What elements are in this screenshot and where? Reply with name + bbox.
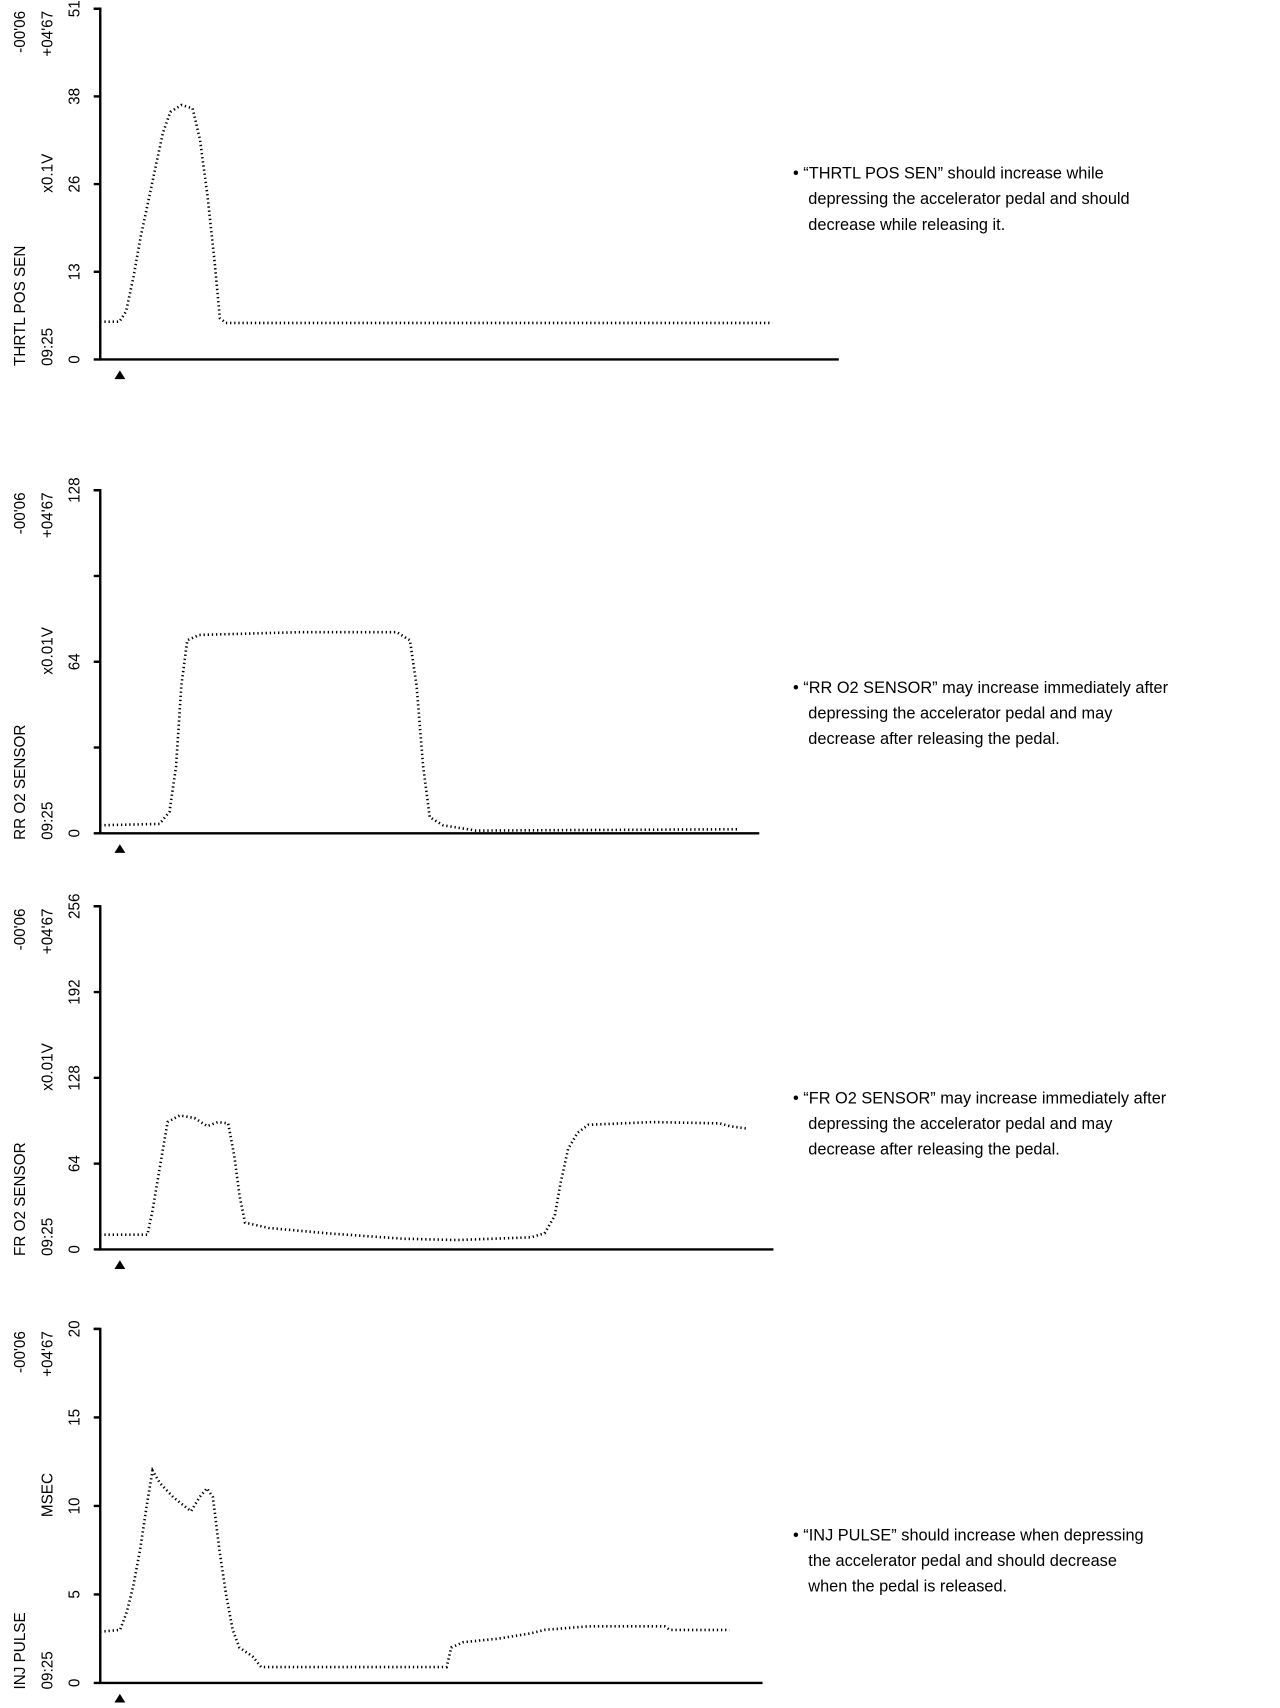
trigger-marker-icon: [114, 1260, 126, 1270]
trigger-marker-icon: [114, 844, 126, 853]
y-axis-unit: x0.01V: [39, 626, 56, 674]
chart-title: THRTL POS SEN: [12, 246, 29, 366]
y-tick-label: 0: [67, 829, 84, 837]
y-tick-label: 10: [67, 1497, 84, 1514]
y-tick-label: 51: [67, 0, 84, 17]
trigger-marker-icon: [114, 370, 126, 380]
annotation-line: • “FR O2 SENSOR” may increase immediatel…: [793, 1089, 1167, 1107]
axis-frame: [93, 488, 760, 835]
cursor-right-label: +04'67: [39, 492, 56, 538]
cursor-right-label: +04'67: [39, 908, 56, 954]
annotation-line: • “RR O2 SENSOR” may increase immediatel…: [793, 679, 1169, 697]
y-tick-label: 128: [67, 1065, 84, 1090]
y-tick-label: 64: [67, 1155, 84, 1172]
cursor-right-label: +04'67: [39, 11, 56, 57]
y-tick-label: 64: [67, 653, 84, 670]
series-trace: [100, 103, 773, 325]
y-tick-label: 128: [67, 477, 84, 502]
y-tick-label: 5: [67, 1590, 84, 1598]
annotation-line: decrease while releasing it.: [808, 216, 1005, 234]
annotation-line: depressing the accelerator pedal and may: [808, 704, 1113, 722]
series-trace: [100, 1466, 730, 1669]
chart-title: FR O2 SENSOR: [12, 1142, 29, 1256]
time-label: 09:25: [39, 802, 56, 840]
annotation-line: • “INJ PULSE” should increase when depre…: [793, 1526, 1144, 1544]
annotation-line: depressing the accelerator pedal and sho…: [808, 190, 1129, 208]
trigger-marker-icon: [114, 1693, 126, 1703]
annotation-line: when the pedal is released.: [807, 1577, 1007, 1595]
y-tick-label: 192: [67, 979, 84, 1004]
y-tick-label: 0: [67, 1245, 84, 1253]
axis-frame: [93, 7, 839, 361]
annotation-line: decrease after releasing the pedal.: [808, 1141, 1059, 1159]
cursor-right-label: +04'67: [39, 1331, 56, 1377]
time-label: 09:25: [39, 1218, 56, 1256]
y-tick-label: 26: [67, 176, 84, 193]
chart-title: RR O2 SENSOR: [12, 725, 29, 840]
series-trace: [100, 1114, 749, 1242]
axis-frame: [93, 1327, 763, 1685]
cursor-left-label: -00'06: [12, 11, 29, 53]
annotation-line: • “THRTL POS SEN” should increase while: [793, 165, 1104, 183]
y-tick-label: 256: [67, 894, 84, 919]
time-label: 09:25: [39, 328, 56, 366]
y-tick-label: 38: [67, 88, 84, 105]
cursor-left-label: -00'06: [12, 1331, 29, 1373]
y-tick-label: 15: [67, 1409, 84, 1426]
chart-title: INJ PULSE: [12, 1612, 29, 1689]
cursor-left-label: -00'06: [12, 492, 29, 534]
cursor-left-label: -00'06: [12, 908, 29, 950]
series-trace: [100, 630, 738, 832]
annotation-line: the accelerator pedal and should decreas…: [808, 1552, 1117, 1570]
y-tick-label: 0: [67, 355, 84, 363]
y-axis-unit: x0.01V: [39, 1042, 56, 1090]
annotation-line: decrease after releasing the pedal.: [808, 730, 1059, 748]
annotation-line: depressing the accelerator pedal and may: [808, 1115, 1113, 1133]
time-label: 09:25: [39, 1651, 56, 1689]
y-axis-unit: MSEC: [39, 1473, 56, 1517]
axis-frame: [93, 905, 774, 1251]
y-tick-label: 13: [67, 263, 84, 280]
y-axis-unit: x0.1V: [39, 153, 56, 193]
y-tick-label: 20: [67, 1320, 84, 1337]
y-tick-label: 0: [67, 1679, 84, 1687]
